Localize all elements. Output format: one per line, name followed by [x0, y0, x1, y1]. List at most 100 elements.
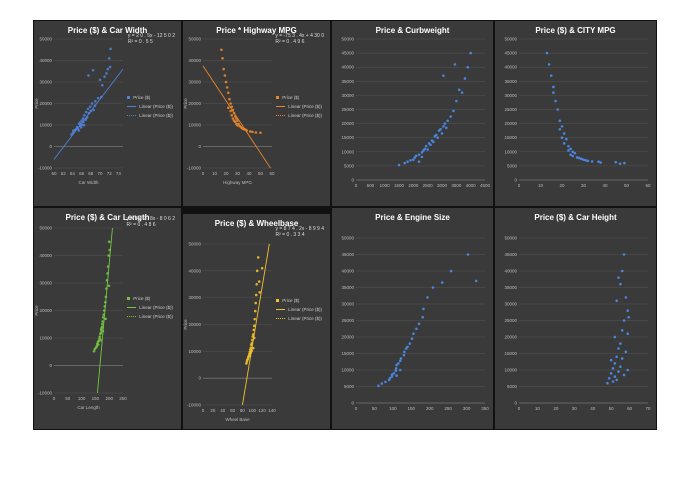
legend-label: Linear (Price ($)): [288, 307, 322, 312]
x-tick-label: 20: [210, 408, 216, 413]
data-point: [620, 269, 624, 273]
y-tick-label: 20000: [188, 322, 201, 327]
x-tick-label: 3500: [451, 183, 462, 188]
data-point: [615, 299, 618, 302]
y-tick-label: 50000: [504, 37, 517, 42]
data-point: [403, 161, 407, 165]
x-tick-label: 20: [223, 171, 229, 176]
data-point: [260, 266, 264, 270]
x-tick-label: 100: [249, 408, 257, 413]
data-point: [101, 83, 104, 87]
data-point: [98, 335, 102, 338]
data-point: [558, 127, 562, 131]
data-point: [254, 131, 258, 134]
data-point: [227, 91, 230, 95]
data-point: [463, 77, 467, 80]
y-tick-label: 40000: [341, 65, 354, 70]
data-point: [582, 158, 585, 161]
data-point: [86, 107, 90, 111]
data-point: [406, 160, 409, 163]
x-tick-label: 0: [53, 396, 56, 401]
trendline-equation: y = -75 3 . 4x + 4 30 0 R² = 0 . 4 9 6: [275, 33, 324, 45]
y-tick-label: 10000: [188, 123, 201, 128]
data-point: [565, 137, 568, 141]
data-point: [229, 102, 232, 105]
data-point: [99, 338, 102, 342]
x-axis-title: Car Length: [77, 405, 100, 410]
chart-title: Price ($) & Car Length: [65, 213, 150, 222]
x-tick-label: 60: [51, 171, 57, 176]
y-tick-label: 10000: [188, 349, 201, 354]
data-point: [253, 309, 257, 313]
data-point: [237, 122, 240, 126]
legend-label: Price ($): [282, 95, 300, 100]
data-point: [229, 109, 232, 113]
legend-entry: Linear (Price ($)): [276, 102, 322, 111]
data-point: [431, 286, 435, 289]
x-tick-label: 100: [389, 406, 397, 411]
data-point: [455, 99, 458, 103]
scatter-plot-svg: -10000 0 10000 20000 30000 40000 50000 60 62 64 66…: [34, 37, 124, 176]
y-tick-label: 15000: [504, 135, 517, 140]
trendline-equation: y = 2 0 . 5x - 12 5 0 2 R² = 0 . 5 5: [128, 33, 175, 45]
data-point: [422, 307, 425, 311]
chart-title: Price & Engine Size: [375, 213, 450, 222]
data-point: [105, 72, 108, 75]
chart-title: Price ($) & Car Height: [534, 213, 617, 222]
data-point: [558, 119, 562, 123]
chart-panel-2: Price * Highway MPG -10000 0 10000 20000 3000…: [183, 21, 330, 206]
data-point: [466, 253, 470, 256]
data-point: [436, 136, 439, 139]
y-tick-label: 30000: [39, 80, 52, 85]
data-point: [619, 282, 622, 286]
y-tick-label: 30000: [504, 302, 517, 307]
data-point: [248, 130, 252, 133]
data-point: [384, 380, 387, 384]
x-tick-label: 140: [268, 408, 276, 413]
y-axis-title: Price: [183, 98, 188, 109]
x-tick-label: 250: [119, 396, 127, 401]
data-point: [567, 149, 570, 152]
data-point: [571, 154, 575, 158]
y-tick-label: 25000: [504, 318, 517, 323]
data-point: [78, 121, 82, 125]
legend-entry: Price ($): [127, 294, 173, 303]
data-point: [442, 74, 445, 77]
data-point: [432, 140, 435, 144]
data-point: [223, 74, 227, 77]
data-point: [87, 74, 90, 77]
y-tick-label: 15000: [341, 135, 354, 140]
data-point: [442, 125, 445, 128]
data-point: [101, 316, 105, 319]
x-tick-label: 64: [70, 171, 76, 176]
equation-line: y = 5 4 2 . 8x - 8 0 6 2: [126, 216, 175, 222]
x-tick-label: 50: [624, 183, 630, 188]
x-tick-label: 150: [408, 406, 416, 411]
y-tick-label: 35000: [504, 285, 517, 290]
y-tick-label: 35000: [504, 79, 517, 84]
x-tick-label: 60: [269, 171, 275, 176]
y-tick-label: 10000: [39, 336, 52, 341]
data-point: [599, 161, 602, 164]
data-point: [399, 357, 403, 360]
data-point: [415, 327, 418, 331]
data-point: [390, 373, 394, 376]
data-point: [82, 123, 86, 127]
y-tick-label: 30000: [188, 295, 201, 300]
data-point: [412, 158, 415, 161]
trendline: [202, 65, 271, 169]
data-point: [101, 322, 104, 326]
x-tick-label: 0: [355, 406, 358, 411]
data-point: [577, 156, 581, 160]
y-tick-label: 30000: [341, 93, 354, 98]
legend-swatch: [276, 115, 286, 117]
data-point: [439, 127, 442, 131]
data-point: [567, 144, 570, 148]
data-point: [77, 129, 81, 132]
y-tick-label: 15000: [341, 351, 354, 356]
y-tick-label: 50000: [341, 37, 354, 42]
y-tick-label: 0: [514, 401, 517, 406]
data-point: [255, 269, 259, 273]
legend-swatch: [127, 297, 131, 301]
